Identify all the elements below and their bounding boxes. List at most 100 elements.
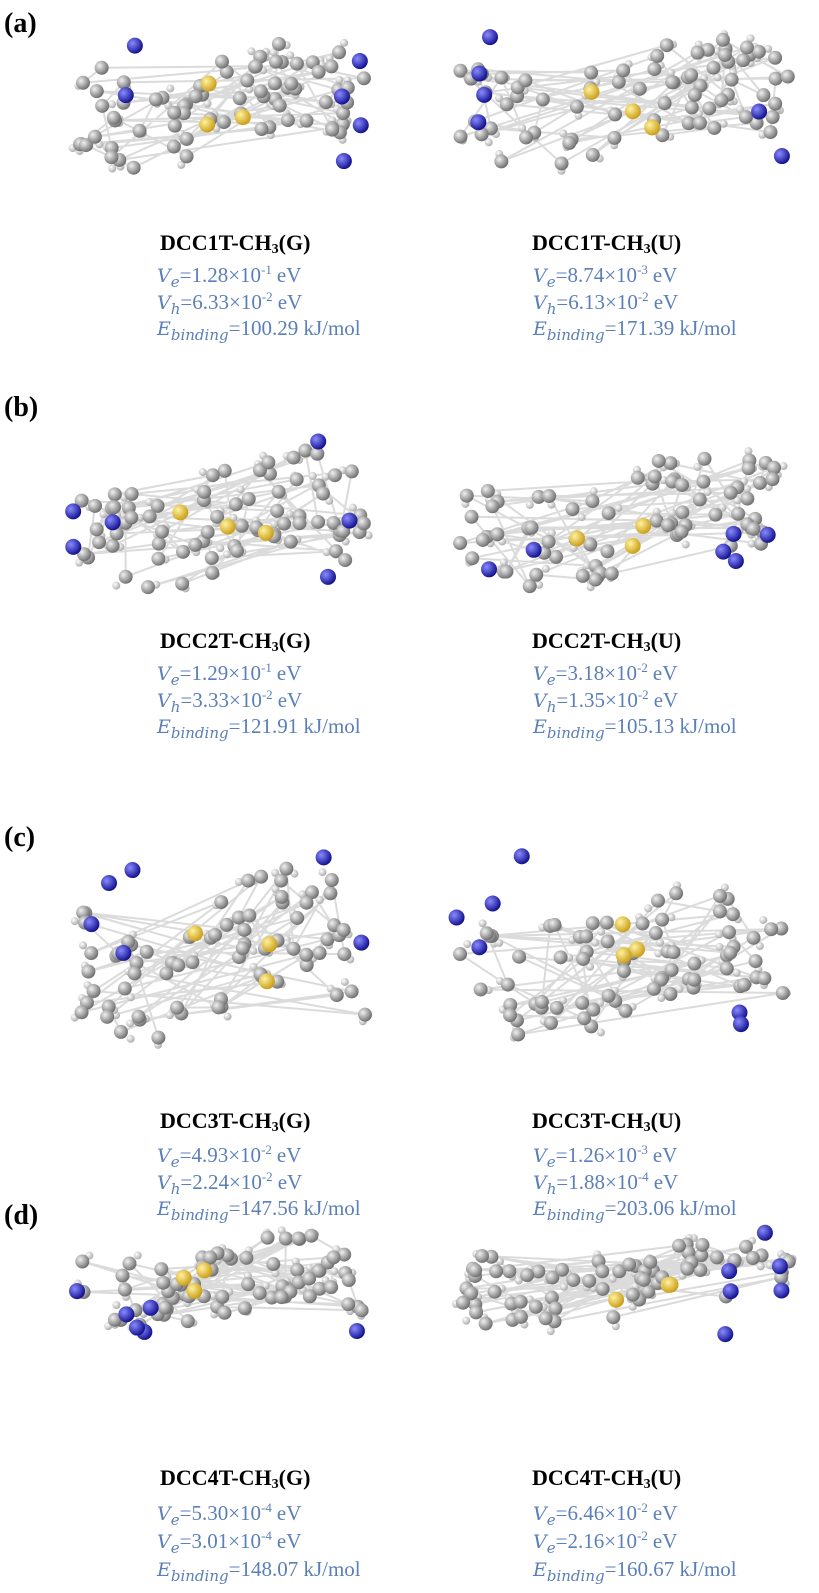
atom — [757, 1262, 765, 1270]
atom — [576, 569, 590, 583]
atom — [772, 1258, 788, 1274]
atom — [602, 989, 616, 1003]
property-value: =121.91 kJ/mol — [229, 714, 361, 738]
atom — [214, 895, 228, 909]
name-tail: (U) — [651, 230, 682, 255]
property-subscript: binding — [547, 724, 605, 742]
atom — [660, 38, 674, 52]
property-line: Vh=1.35×10-2eV — [533, 687, 678, 716]
atom — [155, 525, 169, 539]
atom — [518, 73, 532, 87]
property-symbol: V — [533, 663, 547, 685]
property-unit: eV — [653, 661, 678, 685]
atom — [615, 916, 631, 932]
atom — [316, 896, 324, 904]
atom — [768, 51, 782, 65]
property-symbol: V — [157, 265, 171, 287]
atom — [665, 963, 679, 977]
atom — [205, 566, 219, 580]
atom — [776, 986, 790, 1000]
atom — [481, 561, 497, 577]
atom — [324, 1280, 338, 1294]
atom — [324, 59, 338, 73]
property-value: =160.67 kJ/mol — [605, 1557, 737, 1581]
atom — [279, 862, 293, 876]
atom — [565, 502, 579, 516]
property-subscript: binding — [171, 326, 229, 344]
atom — [129, 1320, 145, 1336]
atom — [595, 1264, 609, 1278]
atom — [471, 65, 487, 81]
atom — [180, 149, 194, 163]
atom — [633, 82, 647, 96]
atom — [337, 947, 351, 961]
atom — [345, 984, 359, 998]
atom — [631, 471, 645, 485]
atom — [706, 61, 720, 75]
property-symbol: V — [533, 1145, 547, 1167]
atom — [693, 493, 707, 507]
atom — [128, 966, 142, 980]
name-base: DCC4T-CH — [160, 1465, 272, 1490]
property-subscript: binding — [547, 1567, 605, 1585]
property-unit: eV — [278, 1170, 303, 1194]
atom — [650, 49, 664, 63]
atom — [220, 518, 236, 534]
atom — [124, 862, 140, 878]
atom — [279, 1231, 293, 1245]
atom — [583, 84, 599, 100]
atom — [151, 1031, 165, 1045]
atom — [586, 148, 600, 162]
atom — [249, 59, 263, 73]
atom — [463, 940, 471, 948]
atom — [229, 497, 243, 511]
property-symbol: V — [533, 265, 547, 287]
atom — [291, 1231, 305, 1245]
atom — [490, 527, 504, 541]
atom — [284, 535, 298, 549]
atom — [512, 950, 526, 964]
atom — [584, 66, 598, 80]
atom — [726, 907, 740, 921]
atom — [299, 114, 313, 128]
property-exponent: -1 — [261, 660, 272, 675]
property-exponent: -2 — [262, 289, 273, 304]
atom — [544, 1016, 558, 1030]
atom — [83, 916, 99, 932]
atom — [643, 1255, 657, 1269]
atom — [254, 84, 268, 98]
atom — [118, 981, 132, 995]
atom — [341, 513, 357, 529]
property-exponent: -2 — [262, 1169, 273, 1184]
atom — [358, 1008, 372, 1022]
property-line: Ebinding=171.39 kJ/mol — [533, 316, 737, 344]
atom — [655, 913, 669, 927]
atom — [65, 503, 81, 519]
atom — [299, 896, 313, 910]
molecule-structure — [60, 20, 385, 190]
atom — [715, 930, 723, 938]
atom — [757, 1225, 773, 1241]
atom — [723, 1283, 739, 1299]
atom — [756, 88, 770, 102]
atom — [514, 1310, 528, 1324]
atom — [293, 516, 307, 530]
atom — [687, 973, 701, 987]
property-symbol: V — [157, 663, 171, 685]
atom — [608, 107, 622, 121]
atom — [723, 946, 737, 960]
atom — [675, 505, 689, 519]
atom — [449, 909, 465, 925]
atom — [338, 553, 352, 567]
property-value: =1.88×10 — [556, 1170, 637, 1194]
atom — [115, 945, 131, 961]
atom — [476, 87, 492, 103]
atom — [717, 1326, 733, 1342]
atom — [499, 565, 513, 579]
atom — [125, 487, 139, 501]
atom — [560, 1283, 568, 1291]
property-line: Ebinding=121.91 kJ/mol — [157, 714, 361, 742]
atom — [536, 93, 550, 107]
atom — [249, 947, 257, 955]
atom — [156, 1276, 170, 1290]
